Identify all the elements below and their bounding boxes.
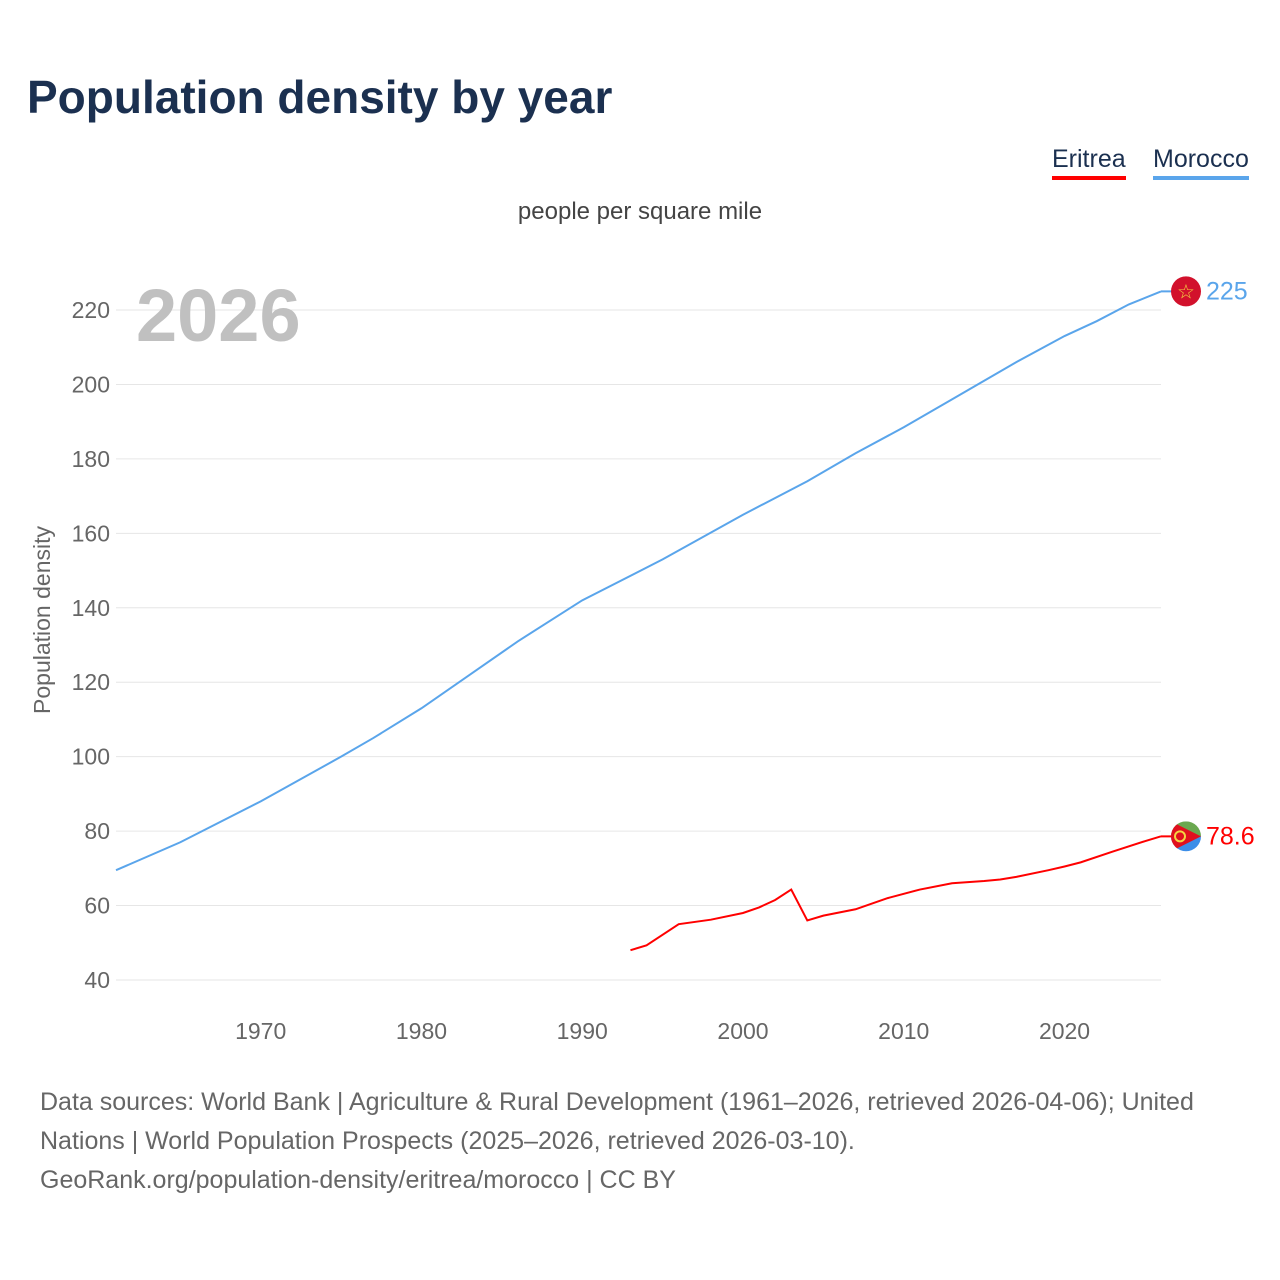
chart-subtitle: people per square mile — [517, 198, 763, 225]
series-line-morocco — [115, 290, 1162, 872]
y-tick-label: 120 — [72, 669, 110, 695]
series-line-eritrea — [630, 835, 1162, 952]
x-tick-label: 2020 — [1039, 1018, 1090, 1044]
footer-sources: Data sources: World Bank | Agriculture &… — [40, 1088, 1194, 1155]
morocco-flag-icon: ☆ — [1171, 276, 1201, 307]
y-tick-label: 220 — [72, 297, 110, 323]
eritrea-flag-icon — [1171, 821, 1201, 852]
end-value-label: 225 — [1206, 277, 1248, 305]
y-tick-label: 160 — [72, 520, 110, 546]
svg-text:☆: ☆ — [1177, 281, 1195, 303]
x-tick-label: 1970 — [235, 1018, 286, 1044]
year-watermark: 2026 — [136, 274, 301, 357]
x-tick-label: 2000 — [717, 1018, 768, 1044]
footer-link[interactable]: GeoRank.org/population-density/eritrea/m… — [40, 1166, 676, 1194]
y-tick-label: 140 — [72, 595, 110, 621]
y-tick-label: 80 — [84, 818, 110, 844]
x-tick-label: 2010 — [878, 1018, 929, 1044]
y-tick-label: 60 — [84, 893, 110, 919]
legend-item-morocco[interactable]: Morocco — [1153, 145, 1249, 180]
x-tick-label: 1980 — [396, 1018, 447, 1044]
y-tick-label: 40 — [84, 967, 110, 993]
x-tick-label: 1990 — [557, 1018, 608, 1044]
y-axis-label: Population density — [29, 526, 55, 714]
y-tick-label: 200 — [72, 371, 110, 397]
y-tick-label: 180 — [72, 446, 110, 472]
y-tick-label: 100 — [72, 744, 110, 770]
data-sources-footer: Data sources: World Bank | Agriculture &… — [40, 1083, 1250, 1200]
chart-title: Population density by year — [27, 71, 613, 123]
legend-item-eritrea[interactable]: Eritrea — [1052, 145, 1126, 180]
end-value-label: 78.6 — [1206, 822, 1255, 850]
